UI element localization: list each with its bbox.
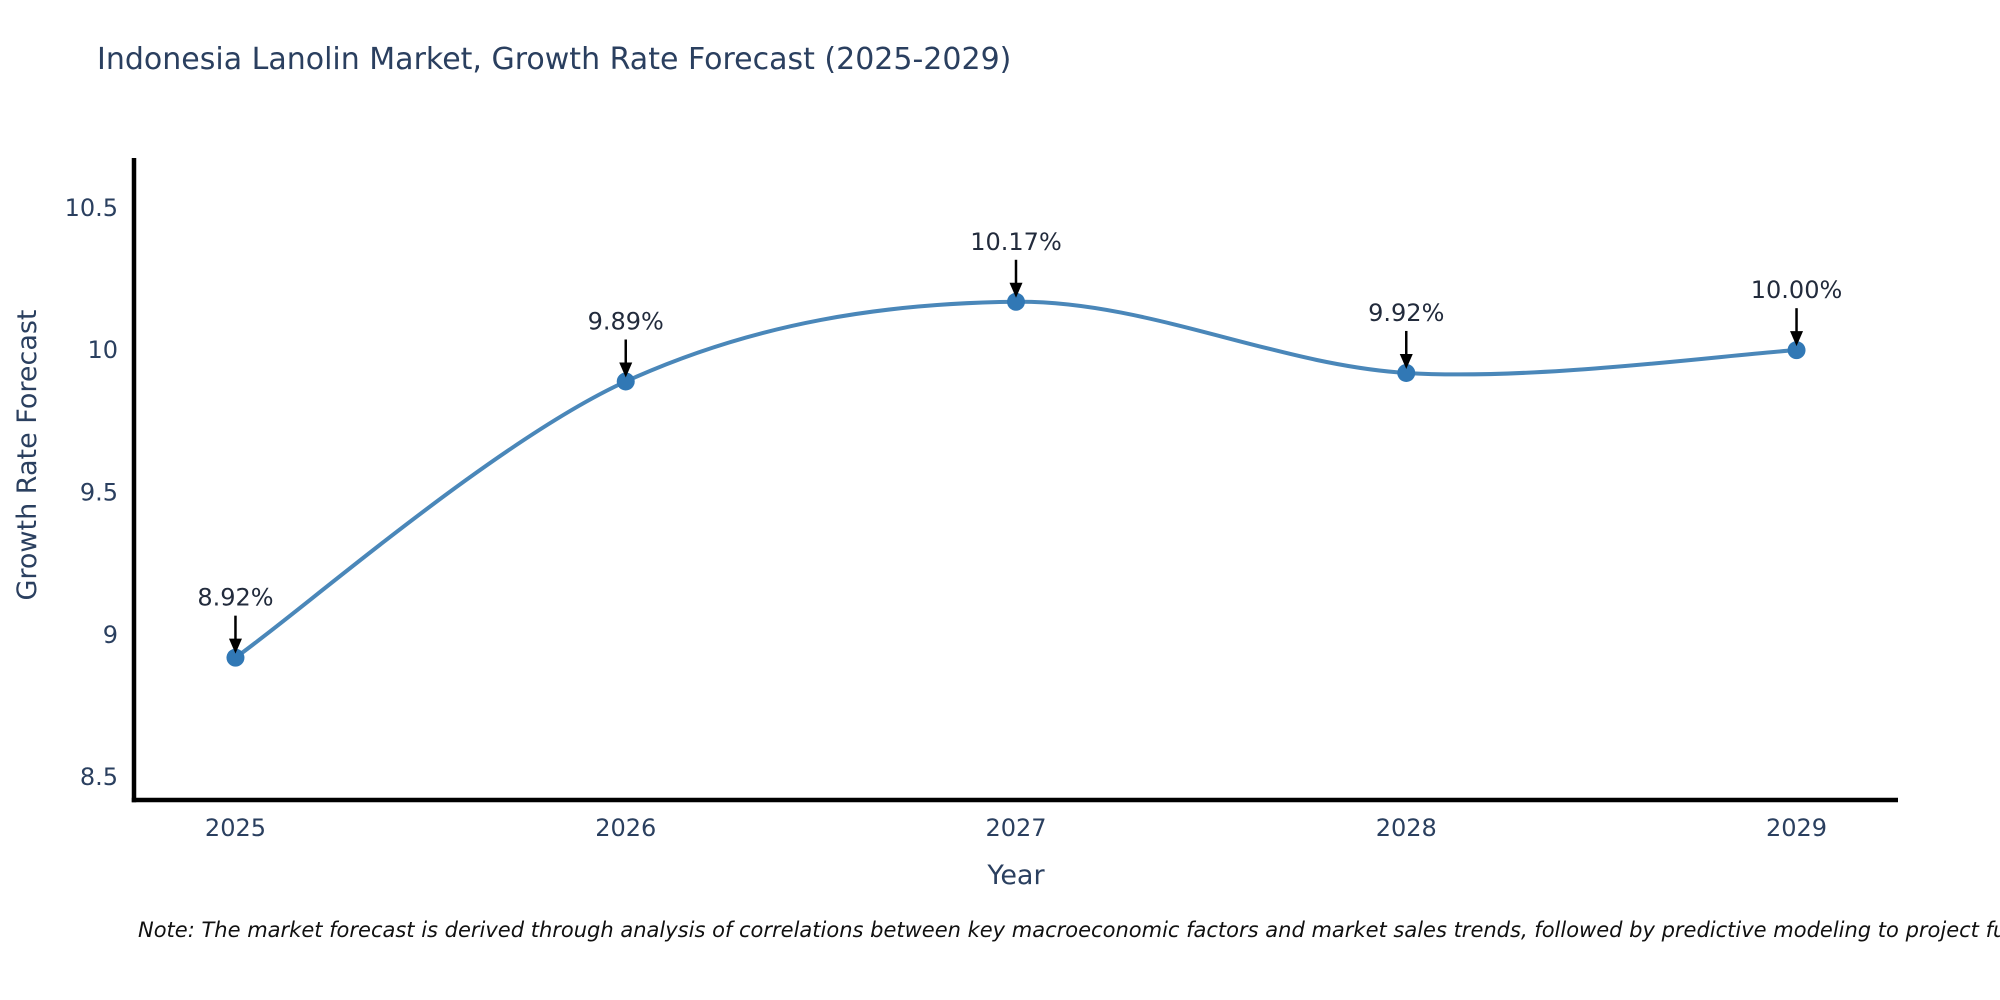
page-title: Indonesia Lanolin Market, Growth Rate Fo… [97,42,1012,77]
y-tick-label: 9.5 [80,479,118,507]
data-point-marker[interactable] [1007,292,1025,311]
annotation-arrow-head-icon [1009,282,1023,298]
data-point-marker[interactable] [1397,363,1416,382]
y-tick-label: 8.5 [80,763,118,791]
point-annotation: 10.17% [970,228,1062,298]
annotation-arrow-head-icon [1399,353,1413,369]
annotation-label: 10.00% [1751,276,1843,304]
data-point-marker[interactable] [226,648,245,667]
annotation-label: 8.92% [197,584,273,612]
y-tick-label: 9 [103,621,118,649]
x-tick-label: 2025 [205,814,266,842]
point-annotation: 9.89% [588,307,664,378]
forecast-spline-line [233,299,1799,660]
x-axis-title: Year [987,860,1045,891]
point-annotation: 9.92% [1368,299,1444,369]
y-axis-title: Growth Rate Forecast [12,309,43,601]
x-tick-label: 2029 [1766,814,1827,842]
annotation-label: 9.92% [1368,299,1444,327]
data-point-marker[interactable] [616,372,635,391]
y-tick-label: 10.5 [65,194,118,222]
annotation-label: 9.89% [588,307,664,335]
x-tick-label: 2028 [1376,814,1437,842]
annotation-label: 10.17% [970,228,1062,256]
annotation-arrow-head-icon [228,638,242,654]
annotation-arrow-head-icon [619,362,633,378]
point-annotation: 8.92% [197,584,274,654]
point-annotation: 10.00% [1751,276,1843,347]
annotation-arrow-head-icon [1790,331,1804,347]
x-tick-label: 2027 [985,814,1046,842]
data-point-marker[interactable] [1787,341,1806,360]
footnote: Note: The market forecast is derived thr… [138,918,2000,942]
y-tick-label: 10 [87,336,118,364]
x-tick-label: 2026 [595,814,656,842]
